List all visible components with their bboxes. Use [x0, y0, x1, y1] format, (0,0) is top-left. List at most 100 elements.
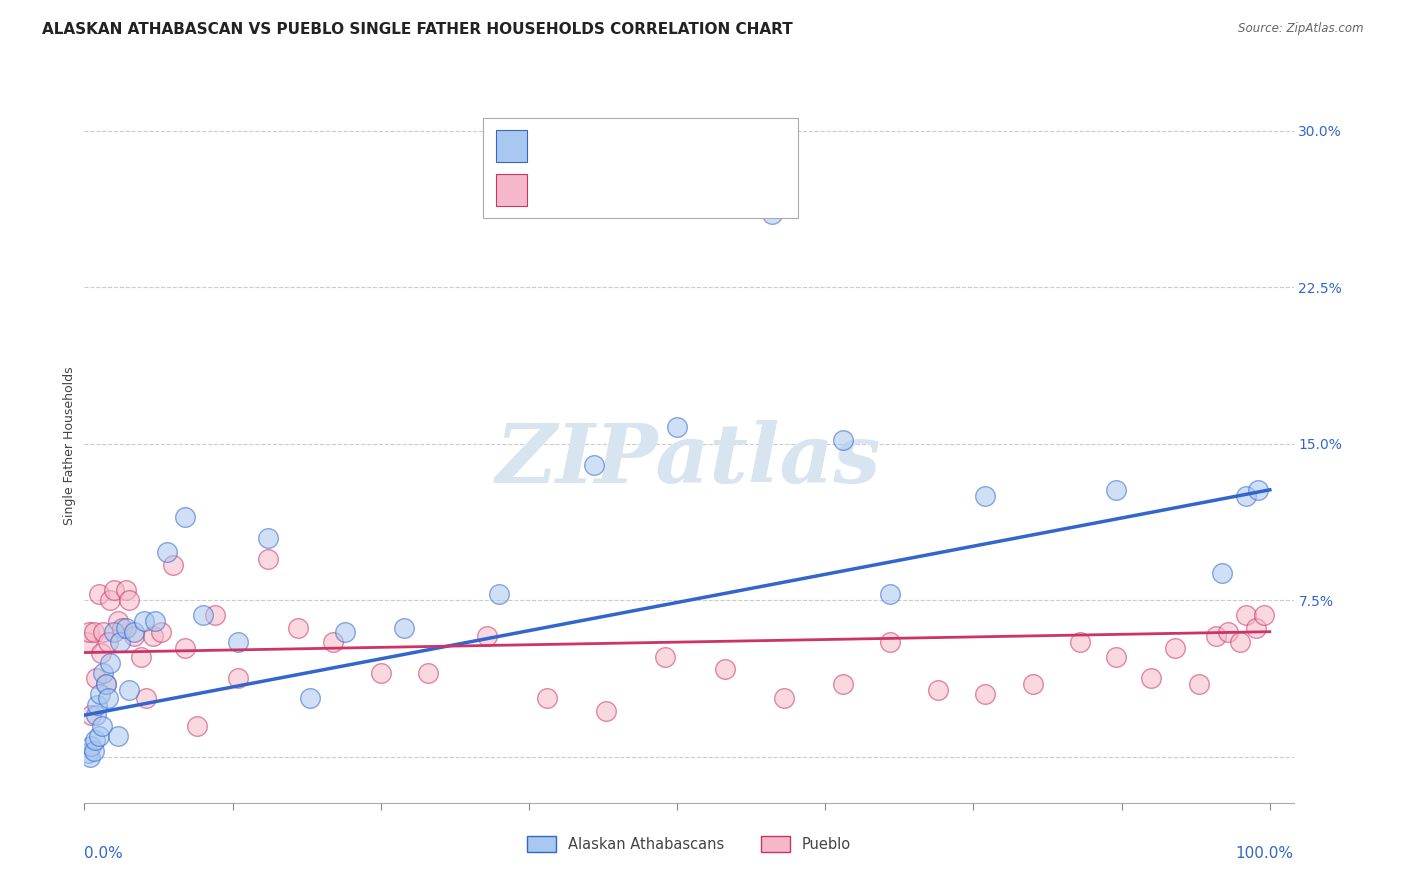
Point — [174, 641, 197, 656]
Point — [1022, 677, 1045, 691]
Point — [150, 624, 173, 639]
Point — [87, 729, 110, 743]
Point — [1244, 621, 1267, 635]
Text: Source: ZipAtlas.com: Source: ZipAtlas.com — [1239, 22, 1364, 36]
Point — [174, 510, 197, 524]
Point — [87, 587, 110, 601]
Point — [77, 746, 100, 760]
Text: 100.0%: 100.0% — [1236, 846, 1294, 861]
Point — [1105, 649, 1128, 664]
Point — [100, 656, 122, 670]
Text: 0.0%: 0.0% — [84, 846, 124, 861]
Point — [84, 708, 107, 723]
Point — [772, 691, 794, 706]
Point — [79, 750, 101, 764]
Point — [761, 207, 783, 221]
Point — [1211, 566, 1233, 581]
Point — [832, 433, 855, 447]
Point — [257, 531, 280, 545]
Point — [90, 646, 112, 660]
Point — [1205, 629, 1227, 643]
Point — [132, 614, 155, 628]
Point — [1140, 671, 1163, 685]
Point — [186, 718, 208, 732]
Point — [204, 607, 226, 622]
Point — [191, 607, 214, 622]
Point — [142, 629, 165, 643]
Point — [162, 558, 184, 572]
Point — [228, 671, 250, 685]
Point — [84, 671, 107, 685]
Point — [83, 744, 105, 758]
Point — [83, 624, 105, 639]
Point — [100, 593, 122, 607]
Point — [103, 624, 125, 639]
Point — [122, 624, 145, 639]
Point — [287, 621, 309, 635]
Point — [974, 687, 997, 701]
Point — [129, 649, 152, 664]
Point — [879, 635, 901, 649]
Point — [257, 551, 280, 566]
Point — [156, 545, 179, 559]
Point — [832, 677, 855, 691]
Point — [97, 635, 120, 649]
Point — [879, 587, 901, 601]
Point — [115, 621, 138, 635]
Point — [1105, 483, 1128, 497]
Point — [122, 629, 145, 643]
Point — [107, 614, 129, 628]
Point — [370, 666, 392, 681]
Point — [94, 677, 117, 691]
Point — [536, 691, 558, 706]
Point — [84, 733, 107, 747]
Point — [111, 621, 134, 635]
Point — [1188, 677, 1211, 691]
Point — [1229, 635, 1251, 649]
Point — [76, 635, 98, 649]
Point — [1164, 641, 1187, 656]
Point — [322, 635, 344, 649]
Point — [974, 489, 997, 503]
Point — [394, 621, 416, 635]
Point — [1247, 483, 1270, 497]
Point — [666, 420, 689, 434]
Text: ZIPatlas: ZIPatlas — [496, 420, 882, 500]
Point — [135, 691, 157, 706]
Point — [1234, 489, 1257, 503]
Point — [108, 635, 131, 649]
Point — [86, 698, 108, 712]
Text: ALASKAN ATHABASCAN VS PUEBLO SINGLE FATHER HOUSEHOLDS CORRELATION CHART: ALASKAN ATHABASCAN VS PUEBLO SINGLE FATH… — [42, 22, 793, 37]
Point — [107, 729, 129, 743]
Y-axis label: Single Father Households: Single Father Households — [63, 367, 76, 525]
Point — [583, 458, 606, 472]
Point — [477, 629, 499, 643]
Point — [418, 666, 440, 681]
Point — [91, 718, 114, 732]
Point — [228, 635, 250, 649]
Point — [118, 683, 141, 698]
Point — [1234, 607, 1257, 622]
Point — [1253, 607, 1275, 622]
Point — [89, 687, 111, 701]
Point — [80, 708, 103, 723]
Point — [654, 649, 676, 664]
Point — [118, 593, 141, 607]
Point — [115, 582, 138, 597]
Point — [80, 739, 103, 754]
Point — [1069, 635, 1091, 649]
Point — [94, 677, 117, 691]
Point — [145, 614, 167, 628]
Point — [595, 704, 617, 718]
Legend: Alaskan Athabascans, Pueblo: Alaskan Athabascans, Pueblo — [520, 829, 858, 860]
Point — [488, 587, 510, 601]
Point — [97, 691, 120, 706]
Point — [91, 666, 114, 681]
Point — [298, 691, 321, 706]
Point — [927, 683, 949, 698]
Point — [103, 582, 125, 597]
Point — [713, 662, 735, 676]
Point — [333, 624, 356, 639]
Point — [77, 624, 100, 639]
Point — [1218, 624, 1240, 639]
